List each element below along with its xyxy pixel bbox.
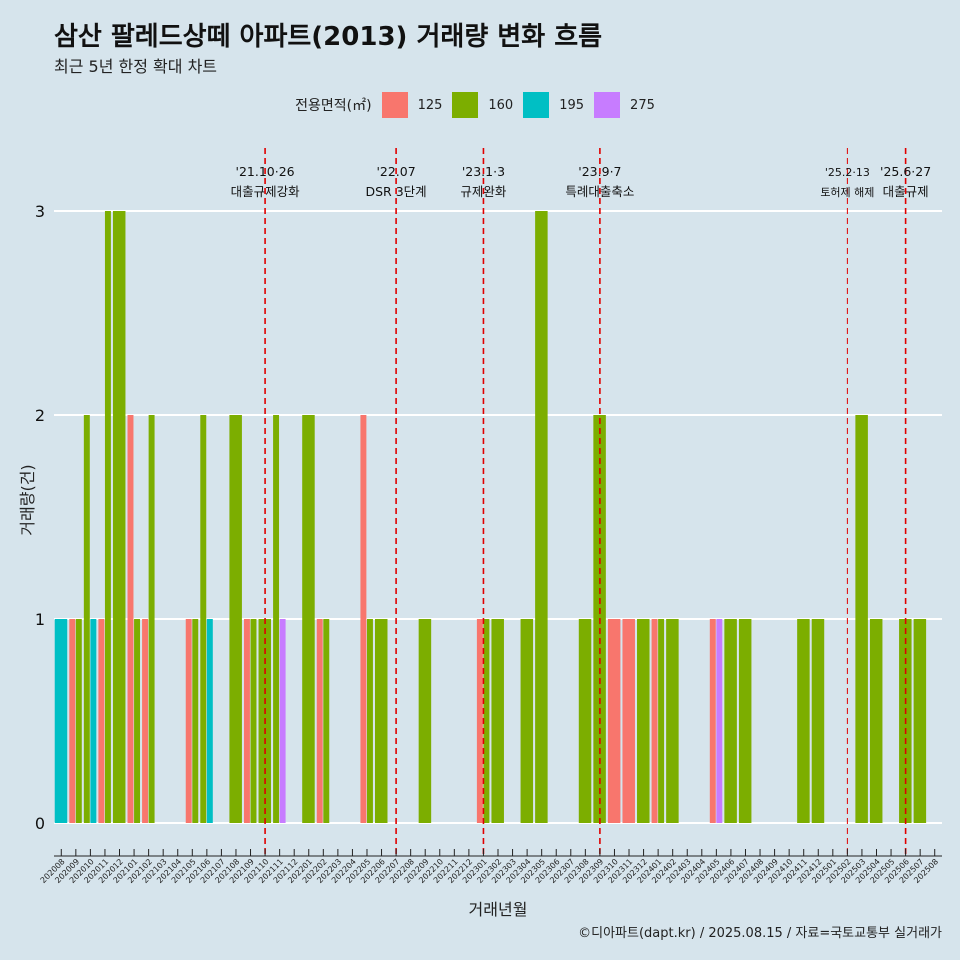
bar-160-202101 (134, 619, 141, 823)
bar-160-202012 (112, 211, 126, 823)
bar-160-202411 (797, 619, 810, 823)
annotation-date: '23.1·3 (462, 164, 505, 179)
chart-title: 삼산 팔레드상떼 아파트(2013) 거래량 변화 흐름 (54, 22, 603, 52)
bar-125-202205 (360, 415, 367, 823)
bar-160-202205 (366, 619, 373, 823)
bar-160-202504 (869, 619, 883, 823)
bars (54, 211, 927, 823)
bar-160-202108 (229, 415, 242, 823)
legend-item-195: 195 (523, 92, 584, 118)
bar-160-202503 (855, 415, 868, 823)
bar-160-202105 (192, 619, 199, 823)
bar-160-202302 (491, 619, 504, 823)
bar-125-202101 (127, 415, 134, 823)
bar-125-202405 (709, 619, 716, 823)
bar-160-202010 (83, 415, 90, 823)
bar-195-202106 (206, 619, 213, 823)
bar-160-202109 (250, 619, 257, 823)
bar-160-202312 (637, 619, 650, 823)
bar-125-202310 (607, 619, 621, 823)
bar-160-202406 (724, 619, 737, 823)
x-axis: 2020082020092020102020112020122021012021… (39, 849, 942, 885)
legend-swatch-160 (452, 92, 479, 118)
bar-160-202402 (666, 619, 679, 823)
bar-275-202405 (716, 619, 723, 823)
bar-160-202401 (658, 619, 665, 823)
bar-160-202412 (811, 619, 825, 823)
event-annotations: '21.10·26 대출규제강화 '22.07 DSR 3단계 '23.1·3 규제완화 '… (231, 164, 932, 199)
bar-125-202109 (243, 619, 250, 823)
annotation-date: '21.10·26 (236, 164, 295, 179)
bar-125-202102 (142, 619, 149, 823)
annotation-date: '25.2·13 (825, 166, 870, 179)
bar-195-202010 (90, 619, 97, 823)
chart-subtitle: 최근 5년 한정 확대 차트 (54, 57, 218, 76)
legend-label-275: 275 (630, 97, 655, 113)
bar-160-202407 (738, 619, 752, 823)
bar-160-202507 (913, 619, 927, 823)
bar-160-202202 (323, 619, 330, 823)
y-axis-label: 거래량(건) (18, 464, 37, 535)
legend-item-125: 125 (381, 92, 443, 118)
annotation-date: '25.6·27 (880, 164, 931, 179)
bar-160-202308 (578, 619, 592, 823)
bar-125-202401 (651, 619, 658, 823)
annotation-label: DSR 3단계 (366, 184, 427, 199)
annotation-label: 대출규제 (883, 184, 929, 199)
annotation-label: 규제완화 (460, 184, 507, 199)
y-tick-label: 1 (35, 610, 45, 629)
legend-swatch-125 (381, 92, 408, 118)
bar-125-202009 (69, 619, 76, 823)
bar-160-202106 (200, 415, 207, 823)
legend-label-195: 195 (559, 97, 585, 113)
event-lines (264, 148, 907, 856)
bar-160-202209 (418, 619, 432, 823)
annotation-date: '22.07 (376, 164, 415, 179)
bar-195-202008 (54, 619, 68, 823)
bar-160-202304 (520, 619, 534, 823)
bar-160-202206 (374, 619, 388, 823)
bar-125-202105 (185, 619, 192, 823)
bar-125-202301 (476, 619, 483, 823)
bar-160-202102 (148, 415, 155, 823)
bar-275-202111 (279, 619, 286, 823)
footer-credit: ©디아파트(dapt.kr) / 2025.08.15 / 자료=국토교통부 실… (578, 926, 942, 941)
bar-125-202202 (316, 619, 323, 823)
bar-160-202009 (75, 619, 82, 823)
legend-title: 전용면적(㎡) (295, 98, 372, 114)
legend-swatch-275 (594, 92, 621, 118)
bar-160-202011 (104, 211, 111, 823)
annotation-label: 대출규제강화 (231, 184, 301, 199)
annotation-label: 특례대출축소 (565, 184, 634, 199)
bar-160-202305 (535, 211, 548, 823)
annotation-label: 토허제 해제 (820, 185, 874, 199)
y-axis-ticks: 0 1 2 3 (35, 202, 45, 833)
legend: 전용면적(㎡) 125 160 195 275 (0, 92, 960, 118)
legend-label-160: 160 (488, 97, 514, 113)
legend-item-160: 160 (452, 92, 513, 118)
legend-swatch-195 (523, 92, 550, 118)
legend-item-275: 275 (594, 92, 655, 118)
bar-160-202301 (483, 619, 490, 823)
y-tick-label: 3 (35, 202, 45, 221)
y-tick-label: 2 (35, 406, 45, 425)
legend-label-125: 125 (417, 97, 443, 113)
y-tick-label: 0 (35, 814, 45, 833)
x-axis-label: 거래년월 (469, 900, 528, 919)
bar-125-202311 (622, 619, 635, 823)
bar-160-202201 (302, 415, 315, 823)
annotation-date: '23.9·7 (578, 164, 621, 179)
bar-160-202111 (273, 415, 280, 823)
bar-125-202011 (98, 619, 105, 823)
